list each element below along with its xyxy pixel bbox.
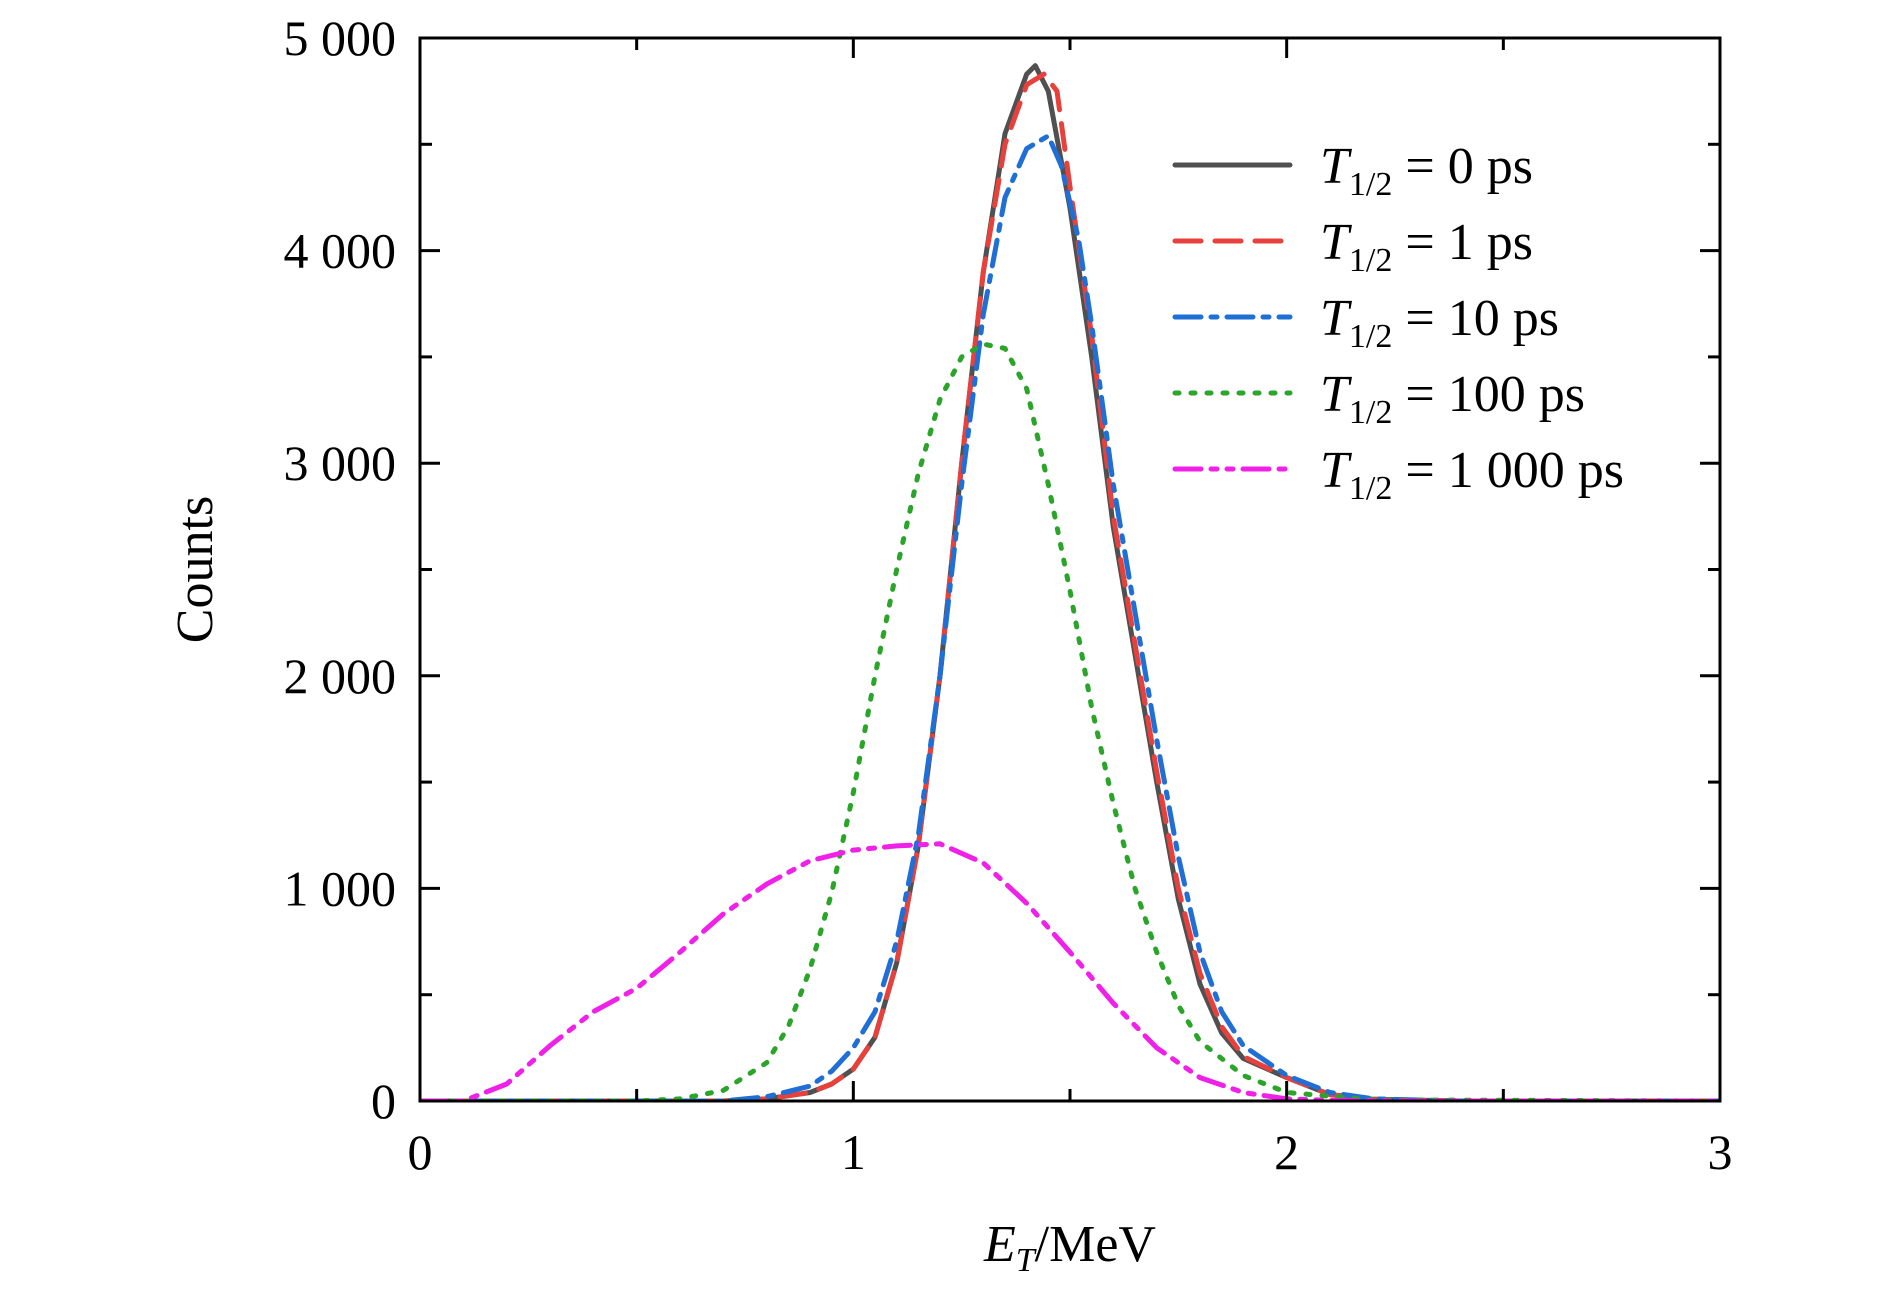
y-tick-label: 3 000 — [284, 435, 397, 491]
x-tick-label: 0 — [408, 1124, 433, 1180]
series-line-4 — [420, 341, 1720, 1101]
y-tick-label: 2 000 — [284, 648, 397, 704]
y-tick-label: 1 000 — [284, 860, 397, 916]
legend-item-5: T1/2 = 1 000 ps — [1172, 442, 1624, 507]
legend-item-3: T1/2 = 10 ps — [1172, 290, 1559, 355]
legend-item-1: T1/2 = 0 ps — [1172, 138, 1533, 203]
x-axis-title-sub: T — [1016, 1242, 1037, 1279]
legend-label: T1/2 = 100 ps — [1320, 366, 1585, 431]
x-axis-title-rest: /MeV — [1035, 1216, 1156, 1273]
legend-label: T1/2 = 1 000 ps — [1320, 442, 1624, 507]
legend-label: T1/2 = 10 ps — [1320, 290, 1559, 355]
legend-label: T1/2 = 0 ps — [1320, 138, 1533, 203]
ticks-layer — [418, 36, 1722, 1103]
legend-label: T1/2 = 1 ps — [1320, 214, 1533, 279]
x-axis-title-main: E — [983, 1216, 1016, 1273]
y-tick-label: 4 000 — [284, 223, 397, 279]
y-axis-title: Counts — [167, 496, 224, 643]
x-tick-label: 3 — [1708, 1124, 1733, 1180]
x-tick-label: 2 — [1274, 1124, 1299, 1180]
series-line-5 — [420, 841, 1720, 1101]
x-tick-label: 1 — [841, 1124, 866, 1180]
series-line-2 — [420, 71, 1720, 1101]
y-tick-label: 5 000 — [284, 10, 397, 66]
legend: T1/2 = 0 ps T1/2 = 1 ps T1/2 = 10 ps T1/2 =… — [1172, 138, 1624, 507]
series-layer — [420, 63, 1720, 1101]
y-tick-label: 0 — [371, 1073, 396, 1129]
x-axis-title: ET/MeV — [983, 1216, 1156, 1279]
tick-labels-layer: 0 1 2 3 0 1 000 2 000 3 000 4 000 5 000 — [284, 10, 1733, 1180]
series-line-3 — [420, 133, 1720, 1101]
legend-item-2: T1/2 = 1 ps — [1172, 214, 1533, 279]
legend-item-4: T1/2 = 100 ps — [1172, 366, 1585, 431]
